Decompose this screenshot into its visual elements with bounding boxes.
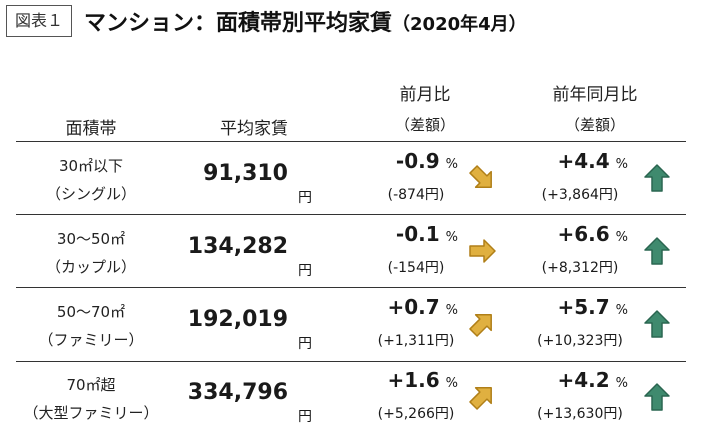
area-sublabel: （シングル） (45, 185, 136, 203)
yoy-diff: (+13,630円) (537, 406, 623, 422)
table-rule (16, 361, 686, 362)
up-right-arrow-icon (467, 382, 497, 412)
area-sublabel: （カップル） (45, 258, 136, 276)
yoy-diff: (+10,323円) (537, 333, 623, 349)
percent-unit: % (615, 230, 628, 245)
up-arrow-icon (642, 163, 672, 193)
yoy-diff: (+3,864円) (541, 187, 619, 203)
col-header-mom: 前月比 (399, 85, 451, 105)
area-sublabel: （大型ファミリー） (23, 404, 159, 422)
yoy-percent: +4.2% (524, 368, 628, 392)
table-row: 30㎡以下 （シングル） 91,310 円 -0.9% (-874円) +4.4… (16, 147, 686, 213)
mom-diff: (+5,266円) (377, 406, 455, 422)
col-header-rent: 平均家賃 (220, 119, 288, 139)
rent-value: 91,310 (203, 161, 288, 186)
page-title: マンション：面積帯別平均家賃（2020年4月） (84, 5, 527, 37)
up-arrow-icon (642, 236, 672, 266)
table-row: 50～70㎡ （ファミリー） 192,019 円 +0.7% (+1,311円)… (16, 293, 686, 359)
right-arrow-icon (467, 236, 497, 266)
rent-value: 192,019 (187, 307, 288, 332)
yen-unit: 円 (298, 263, 312, 279)
table-rule (16, 214, 686, 215)
percent-unit: % (615, 376, 628, 391)
title-main: マンション：面積帯別平均家賃 (84, 11, 393, 36)
yoy-percent: +4.4% (524, 149, 628, 173)
mom-percent: +0.7% (358, 295, 458, 319)
table-row: 30～50㎡ （カップル） 134,282 円 -0.1% (-154円) +6… (16, 220, 686, 286)
area-sublabel: （ファミリー） (38, 331, 144, 349)
percent-unit: % (445, 303, 458, 318)
area-label: 30㎡以下 (58, 157, 124, 175)
yoy-percent-value: +4.4 (557, 149, 610, 173)
rent-value: 334,796 (187, 380, 288, 405)
mom-percent: +1.6% (358, 368, 458, 392)
area-label: 30～50㎡ (56, 230, 126, 248)
mom-percent-value: +0.7 (387, 295, 440, 319)
yoy-percent-value: +6.6 (557, 222, 610, 246)
col-header-mom-sub: （差額） (394, 116, 455, 134)
table-rule (16, 287, 686, 288)
area-label: 70㎡超 (66, 376, 116, 394)
down-right-arrow-icon (467, 163, 497, 193)
col-header-yoy-sub: （差額） (564, 116, 625, 134)
title-period: （2020年4月） (392, 14, 527, 35)
yoy-percent-value: +5.7 (557, 295, 610, 319)
mom-diff: (-874円) (387, 187, 445, 203)
up-arrow-icon (642, 309, 672, 339)
up-arrow-icon (642, 382, 672, 412)
mom-percent: -0.1% (358, 222, 458, 246)
yoy-percent: +6.6% (524, 222, 628, 246)
mom-percent-value: +1.6 (387, 368, 440, 392)
mom-percent-value: -0.1 (395, 222, 440, 246)
percent-unit: % (445, 230, 458, 245)
mom-diff: (-154円) (387, 260, 445, 276)
mom-percent: -0.9% (358, 149, 458, 173)
table-rule (16, 141, 686, 142)
yoy-percent: +5.7% (524, 295, 628, 319)
mom-percent-value: -0.9 (395, 149, 440, 173)
percent-unit: % (445, 157, 458, 172)
percent-unit: % (615, 157, 628, 172)
mom-diff: (+1,311円) (377, 333, 455, 349)
table-row: 70㎡超 （大型ファミリー） 334,796 円 +1.6% (+5,266円)… (16, 366, 686, 432)
title-row: 図表１ マンション：面積帯別平均家賃（2020年4月） (6, 4, 527, 38)
area-label: 50～70㎡ (56, 303, 126, 321)
col-header-area: 面積帯 (65, 119, 117, 139)
rent-value: 134,282 (187, 234, 288, 259)
percent-unit: % (445, 376, 458, 391)
yen-unit: 円 (298, 190, 312, 206)
col-header-yoy: 前年同月比 (552, 85, 638, 105)
yen-unit: 円 (298, 409, 312, 425)
yoy-diff: (+8,312円) (541, 260, 619, 276)
up-right-arrow-icon (467, 309, 497, 339)
percent-unit: % (615, 303, 628, 318)
yoy-percent-value: +4.2 (557, 368, 610, 392)
yen-unit: 円 (298, 336, 312, 352)
figure-label: 図表１ (6, 5, 73, 37)
